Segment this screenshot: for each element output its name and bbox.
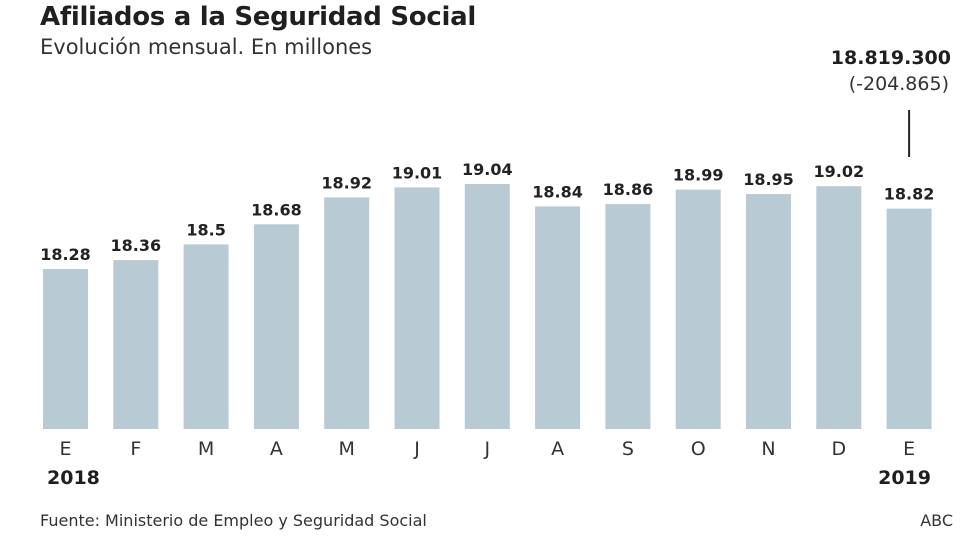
x-tick-label-7: A	[551, 438, 564, 460]
x-tick-label-12: E	[903, 438, 915, 460]
data-label-8: 18.86	[603, 180, 654, 199]
data-label-7: 18.84	[532, 182, 583, 201]
bar-10	[746, 194, 791, 429]
data-label-6: 19.04	[462, 160, 513, 179]
data-label-0: 18.28	[40, 245, 91, 264]
x-tick-label-2: M	[198, 438, 214, 460]
x-tick-label-0: E	[59, 438, 71, 460]
bar-2	[183, 244, 229, 429]
x-tick-label-3: A	[270, 438, 283, 460]
bar-4	[324, 197, 370, 429]
bar-9	[675, 189, 721, 429]
bar-7	[535, 206, 581, 429]
year-label-start: 2018	[47, 467, 100, 489]
bar-8	[605, 204, 651, 429]
x-tick-label-9: O	[691, 438, 706, 460]
bar-0	[43, 269, 88, 429]
bar-3	[253, 224, 299, 429]
data-label-1: 18.36	[110, 236, 161, 255]
bar-5	[394, 187, 440, 429]
bar-6	[464, 184, 510, 429]
data-label-9: 18.99	[673, 166, 724, 185]
x-tick-label-8: S	[622, 438, 634, 460]
callout-change: (-204.865)	[848, 73, 949, 95]
data-labels-group: 18.28 18.36 18.5 18.68 18.92 19.01 19.04 18.84 1…	[40, 160, 934, 264]
x-tick-label-5: J	[413, 438, 420, 460]
data-label-4: 18.92	[321, 173, 372, 192]
callout-value: 18.819.300	[830, 47, 951, 69]
x-tick-label-4: M	[338, 438, 354, 460]
data-label-2: 18.5	[186, 220, 225, 239]
bars-group	[43, 184, 932, 429]
x-tick-label-10: N	[761, 438, 775, 460]
bar-12	[886, 208, 932, 429]
chart-title: Afiliados a la Seguridad Social	[40, 2, 476, 32]
source-note: Fuente: Ministerio de Empleo y Seguridad…	[40, 511, 427, 530]
data-label-12: 18.82	[884, 185, 935, 204]
chart-subtitle: Evolución mensual. En millones	[40, 35, 373, 59]
data-label-5: 19.01	[392, 163, 443, 182]
data-label-11: 19.02	[813, 162, 864, 181]
x-tick-label-1: F	[130, 438, 141, 460]
x-tick-label-6: J	[483, 438, 490, 460]
data-label-3: 18.68	[251, 200, 302, 219]
bar-1	[113, 260, 159, 429]
bar-11	[816, 186, 862, 429]
data-label-10: 18.95	[743, 170, 794, 189]
credit-label: ABC	[920, 511, 953, 530]
year-label-end: 2019	[878, 467, 931, 489]
x-tick-label-11: D	[831, 438, 846, 460]
